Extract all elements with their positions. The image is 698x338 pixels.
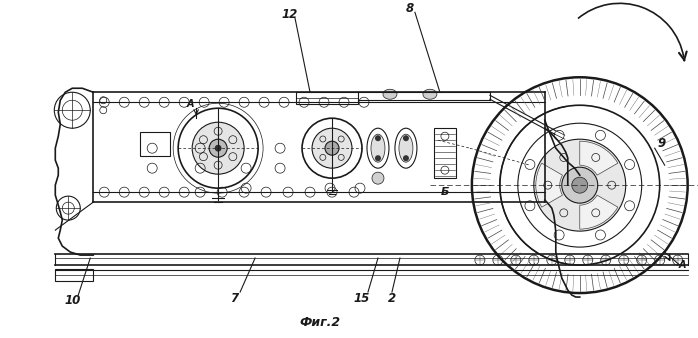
Text: 7: 7 — [230, 292, 238, 305]
Text: 10: 10 — [64, 293, 80, 307]
Bar — [55, 269, 94, 281]
Circle shape — [572, 177, 588, 193]
Circle shape — [325, 141, 339, 155]
Circle shape — [403, 155, 409, 161]
Circle shape — [534, 139, 625, 231]
Text: Фиг.2: Фиг.2 — [299, 315, 341, 329]
Circle shape — [375, 135, 381, 141]
Circle shape — [312, 128, 352, 168]
Circle shape — [375, 155, 381, 161]
Wedge shape — [580, 141, 618, 175]
Text: 9: 9 — [658, 137, 666, 150]
Wedge shape — [536, 163, 563, 207]
Circle shape — [562, 167, 597, 203]
Circle shape — [403, 135, 409, 141]
Text: 2: 2 — [388, 292, 396, 305]
Bar — [434, 128, 456, 178]
Circle shape — [372, 172, 384, 184]
Circle shape — [215, 145, 221, 151]
Text: 8: 8 — [406, 2, 414, 15]
Bar — [296, 92, 358, 104]
Ellipse shape — [399, 134, 413, 162]
Circle shape — [192, 122, 244, 174]
Text: A: A — [186, 99, 194, 109]
Ellipse shape — [423, 89, 437, 99]
Text: 15: 15 — [354, 292, 370, 305]
Text: 12: 12 — [282, 8, 298, 21]
Bar — [140, 132, 170, 156]
Circle shape — [209, 139, 227, 157]
Wedge shape — [580, 195, 618, 229]
Text: Б: Б — [440, 187, 449, 197]
Ellipse shape — [383, 89, 397, 99]
Text: A: A — [679, 260, 686, 270]
Ellipse shape — [371, 134, 385, 162]
